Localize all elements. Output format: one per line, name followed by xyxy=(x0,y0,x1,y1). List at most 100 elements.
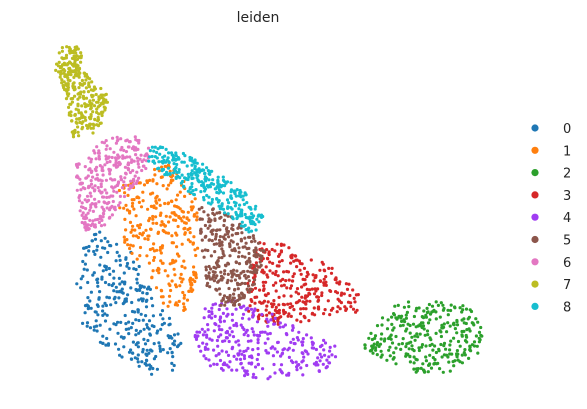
cluster-8-point xyxy=(226,206,230,210)
cluster-2-point xyxy=(391,357,395,361)
cluster-6-point xyxy=(144,166,148,171)
cluster-0-point xyxy=(161,348,165,352)
cluster-0-point xyxy=(167,316,172,320)
cluster-7-point xyxy=(71,62,75,66)
cluster-3-point xyxy=(284,279,288,283)
cluster-0-point xyxy=(81,321,85,325)
cluster-8-point xyxy=(221,175,225,179)
cluster-8-point xyxy=(234,212,239,217)
cluster-5-point xyxy=(215,211,219,215)
cluster-1-point xyxy=(153,173,157,177)
legend-label-6: 6 xyxy=(563,256,571,271)
cluster-5-point xyxy=(252,282,256,286)
cluster-3-point xyxy=(270,305,274,309)
cluster-4-point xyxy=(327,355,331,359)
cluster-1-point xyxy=(188,240,192,244)
cluster-0-point xyxy=(138,285,143,289)
cluster-1-point xyxy=(152,242,156,246)
cluster-4-point xyxy=(199,349,203,353)
cluster-6-point xyxy=(132,159,136,163)
cluster-7-point xyxy=(56,64,61,68)
cluster-0-point xyxy=(118,258,122,262)
cluster-2-point xyxy=(380,323,384,327)
cluster-2-point xyxy=(379,349,383,353)
cluster-4-point xyxy=(236,339,240,343)
cluster-7-point xyxy=(64,97,69,101)
cluster-2-point xyxy=(477,330,482,334)
cluster-8-point xyxy=(250,215,255,219)
cluster-8-point xyxy=(215,197,219,201)
cluster-0-point xyxy=(88,299,92,303)
cluster-0-point xyxy=(126,293,130,297)
cluster-0-point xyxy=(131,260,136,264)
cluster-7-point xyxy=(79,60,83,64)
cluster-3-point xyxy=(282,270,286,274)
cluster-2-point xyxy=(441,370,445,374)
cluster-6-point xyxy=(86,223,90,227)
cluster-5-point xyxy=(222,294,227,298)
cluster-5-point xyxy=(208,224,212,228)
cluster-1-point xyxy=(125,208,129,212)
cluster-1-point xyxy=(168,215,172,219)
cluster-5-point xyxy=(208,277,212,281)
cluster-1-point xyxy=(128,220,133,224)
cluster-2-point xyxy=(413,338,417,342)
cluster-0-point xyxy=(83,262,87,266)
cluster-4-point xyxy=(278,321,282,325)
cluster-1-point xyxy=(170,199,174,204)
cluster-6-point xyxy=(141,164,145,168)
cluster-1-point xyxy=(123,191,127,195)
cluster-7-point xyxy=(76,47,80,51)
cluster-3-point xyxy=(292,259,296,263)
cluster-8-point xyxy=(221,207,226,211)
cluster-5-point xyxy=(246,269,250,273)
cluster-6-point xyxy=(104,157,108,161)
cluster-2-point xyxy=(438,315,442,319)
cluster-1-point xyxy=(146,237,150,241)
cluster-3-point xyxy=(282,283,286,287)
cluster-5-point xyxy=(212,273,216,277)
cluster-0-point xyxy=(107,266,111,271)
cluster-4-point xyxy=(280,371,284,375)
cluster-4-point xyxy=(299,366,303,370)
cluster-3-point xyxy=(328,289,332,293)
cluster-0-point xyxy=(149,364,153,369)
cluster-4-point xyxy=(271,354,275,358)
cluster-4-point xyxy=(215,338,219,343)
cluster-4-point xyxy=(232,323,236,327)
cluster-0-point xyxy=(97,297,101,301)
cluster-8-point xyxy=(221,191,226,195)
cluster-5-point xyxy=(217,264,221,269)
cluster-7-point xyxy=(61,68,65,72)
cluster-7-point xyxy=(69,73,73,77)
cluster-5-point xyxy=(251,271,255,275)
cluster-2-point xyxy=(391,328,395,332)
cluster-8-point xyxy=(186,172,190,176)
cluster-4-point xyxy=(322,348,326,352)
cluster-3-point xyxy=(277,295,281,299)
cluster-0-point xyxy=(82,267,86,271)
cluster-0-point xyxy=(131,321,135,325)
cluster-3-point xyxy=(261,268,265,272)
cluster-5-point xyxy=(237,246,241,250)
cluster-2-point xyxy=(448,352,452,356)
cluster-2-point xyxy=(395,317,399,321)
cluster-8-point xyxy=(161,155,165,159)
cluster-0-point xyxy=(144,362,148,366)
cluster-3-point xyxy=(316,287,320,291)
cluster-4-point xyxy=(220,328,224,332)
cluster-5-point xyxy=(258,260,262,264)
cluster-1-point xyxy=(177,299,181,303)
cluster-6-point xyxy=(80,213,84,217)
cluster-8-point xyxy=(155,150,159,155)
cluster-0-point xyxy=(142,337,146,341)
cluster-3-point xyxy=(274,305,278,309)
cluster-8-point xyxy=(256,214,260,218)
cluster-2-point xyxy=(390,341,395,345)
cluster-4-point xyxy=(266,377,270,381)
cluster-4-point xyxy=(207,315,211,319)
cluster-5-point xyxy=(218,228,222,232)
cluster-5-point xyxy=(210,228,214,233)
cluster-6-point xyxy=(103,163,107,167)
cluster-2-point xyxy=(398,324,403,328)
